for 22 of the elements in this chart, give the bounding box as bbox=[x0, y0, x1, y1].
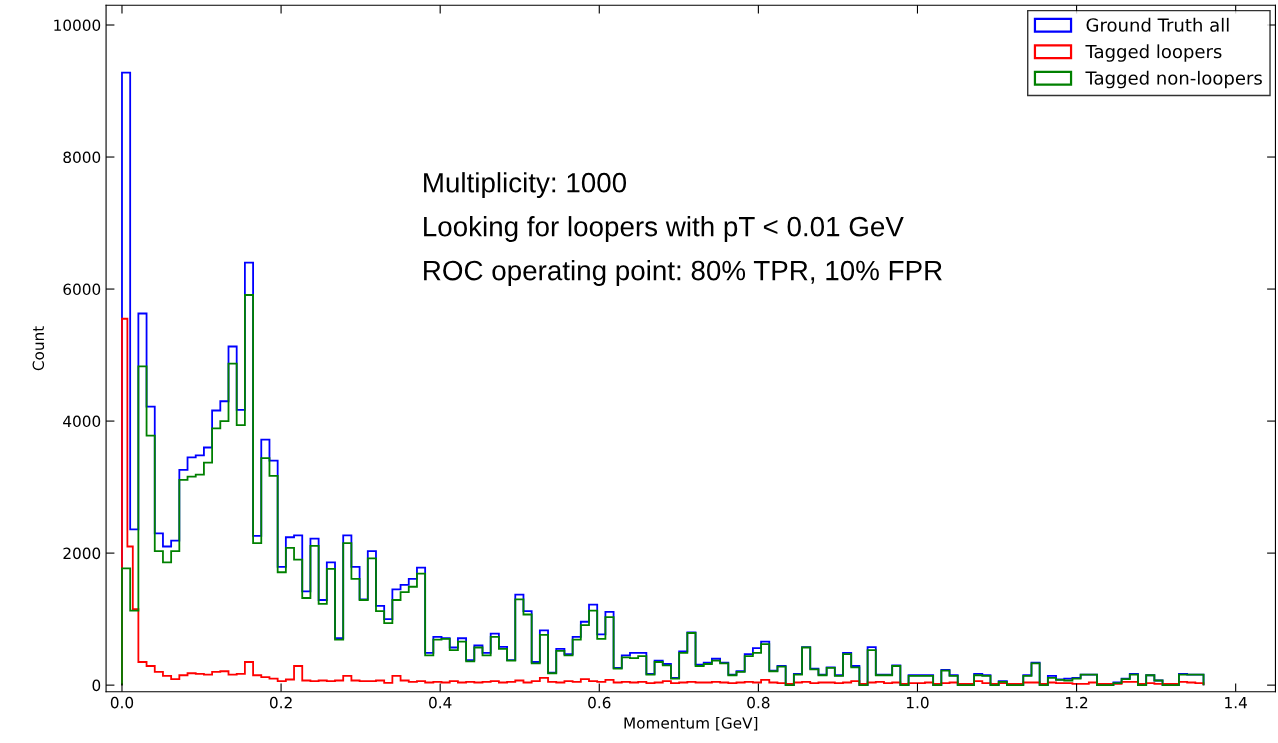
legend-label: Tagged loopers bbox=[1085, 44, 1222, 62]
x-axis-title: Momentum [GeV] bbox=[624, 716, 758, 731]
y-axis-title: Count bbox=[32, 326, 45, 371]
legend-label: Ground Truth all bbox=[1086, 17, 1229, 32]
y-tick-label: 2000 bbox=[63, 547, 101, 560]
y-tick-label: 4000 bbox=[63, 415, 101, 428]
x-tick-label: 0.2 bbox=[269, 696, 292, 709]
x-tick-label: 1.4 bbox=[1225, 697, 1247, 709]
annotation: ROC operating point: 80% TPR, 10% FPR bbox=[424, 260, 942, 286]
y-tick-label: 8000 bbox=[63, 151, 101, 164]
x-tick-label: 0.8 bbox=[747, 696, 770, 709]
x-tick-label: 0.6 bbox=[588, 696, 611, 709]
y-tick-label: 6000 bbox=[63, 283, 101, 296]
y-tick-label: 0 bbox=[92, 679, 101, 692]
x-tick-label: 1.0 bbox=[907, 696, 929, 709]
x-tick-label: 1.2 bbox=[1066, 696, 1088, 709]
y-tick-label: 10000 bbox=[54, 19, 101, 32]
annotation: Looking for loopers with pT < 0.01 GeV bbox=[424, 216, 904, 242]
annotation: Multiplicity: 1000 bbox=[424, 172, 627, 199]
x-tick-label: 0.4 bbox=[429, 696, 452, 709]
legend-label: Tagged non-loopers bbox=[1085, 70, 1262, 89]
x-tick-label: 0.0 bbox=[110, 696, 134, 709]
